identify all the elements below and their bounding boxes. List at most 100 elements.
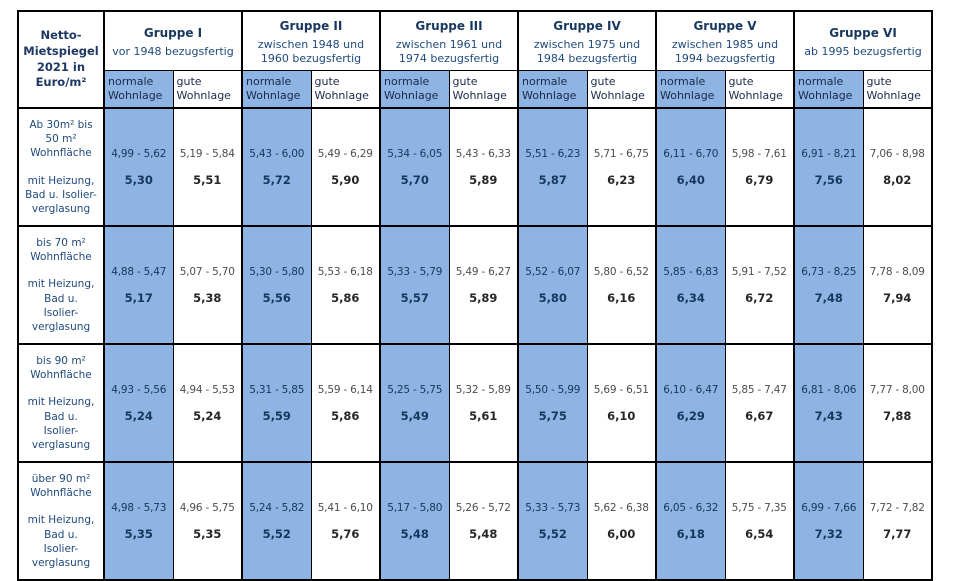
rent-cell: 5,24 - 5,82 5,52 <box>241 461 312 581</box>
rent-average: 5,89 <box>469 290 498 305</box>
rent-cell: 5,75 - 7,35 6,54 <box>724 461 795 581</box>
group-header-5: Gruppe V zwischen 1985 und 1994 bezugsfe… <box>655 10 795 71</box>
wohnlage-gute-header: gute Wohnlage <box>862 70 933 109</box>
rent-cell: 6,81 - 8,06 7,43 <box>793 343 864 463</box>
rent-cell: 5,53 - 6,18 5,86 <box>310 225 381 345</box>
group-name: Gruppe IV <box>553 18 621 33</box>
rent-average: 5,17 <box>124 290 153 305</box>
rent-range: 5,80 - 6,52 <box>593 265 649 278</box>
rent-cell: 6,91 - 8,21 7,56 <box>793 107 864 227</box>
rent-cell: 4,96 - 5,75 5,35 <box>172 461 243 581</box>
rent-average: 6,18 <box>676 526 705 541</box>
rent-cell: 6,11 - 6,70 6,40 <box>655 107 726 227</box>
rent-range: 5,49 - 6,27 <box>455 265 511 278</box>
rent-average: 6,72 <box>745 290 774 305</box>
rent-average: 5,86 <box>331 290 360 305</box>
rent-range: 5,91 - 7,52 <box>731 265 787 278</box>
rent-average: 5,52 <box>538 526 567 541</box>
rent-range: 6,05 - 6,32 <box>663 501 719 514</box>
rent-cell: 5,17 - 5,80 5,48 <box>379 461 450 581</box>
table-row-size-90: bis 90 m² Wohnfläche mit Heizung, Bad u.… <box>17 343 933 463</box>
rent-average: 5,38 <box>193 290 222 305</box>
rent-cell: 7,78 - 8,09 7,94 <box>862 225 933 345</box>
rent-cell: 5,43 - 6,00 5,72 <box>241 107 312 227</box>
rent-range: 5,98 - 7,61 <box>731 147 787 160</box>
group-header-2: Gruppe II zwischen 1948 und 1960 bezugsf… <box>241 10 381 71</box>
rent-range: 6,91 - 8,21 <box>801 147 857 160</box>
rent-range: 5,69 - 6,51 <box>593 383 649 396</box>
rent-cell: 5,69 - 6,51 6,10 <box>586 343 657 463</box>
rent-average: 5,52 <box>262 526 291 541</box>
group-header-1: Gruppe I vor 1948 bezugsfertig <box>103 10 243 71</box>
group-name: Gruppe I <box>143 25 203 40</box>
wohnlage-normale-header: normale Wohnlage <box>793 70 864 109</box>
table-row-size-over-90: über 90 m² Wohnfläche mit Heizung, Bad u… <box>17 461 933 581</box>
rent-cell: 4,98 - 5,73 5,35 <box>103 461 174 581</box>
rent-range: 5,62 - 6,38 <box>593 501 649 514</box>
rent-average: 6,16 <box>607 290 636 305</box>
rent-range: 5,49 - 6,29 <box>317 147 373 160</box>
group-name: Gruppe V <box>693 18 757 33</box>
rent-average: 5,49 <box>400 408 429 423</box>
group-name: Gruppe III <box>415 18 483 33</box>
rent-cell: 5,91 - 7,52 6,72 <box>724 225 795 345</box>
rent-range: 5,30 - 5,80 <box>249 265 305 278</box>
wohnlage-normale-header: normale Wohnlage <box>517 70 588 109</box>
rent-range: 5,25 - 5,75 <box>387 383 443 396</box>
rent-average: 6,79 <box>745 172 774 187</box>
rent-cell: 6,99 - 7,66 7,32 <box>793 461 864 581</box>
rent-average: 5,87 <box>538 172 567 187</box>
rent-average: 5,72 <box>262 172 291 187</box>
rent-range: 7,72 - 7,82 <box>869 501 925 514</box>
row-features-label: mit Heizung, Bad u. Isolier- verglasung <box>27 514 95 569</box>
rent-average: 7,43 <box>814 408 843 423</box>
rent-range: 5,07 - 5,70 <box>179 265 235 278</box>
rent-range: 6,81 - 8,06 <box>801 383 857 396</box>
rent-range: 4,96 - 5,75 <box>179 501 235 514</box>
group-period: zwischen 1948 und 1960 bezugsfertig <box>257 37 365 65</box>
rent-cell: 6,10 - 6,47 6,29 <box>655 343 726 463</box>
rent-average: 5,59 <box>262 408 291 423</box>
rent-average: 5,80 <box>538 290 567 305</box>
rent-range: 5,41 - 6,10 <box>317 501 373 514</box>
rent-average: 5,24 <box>124 408 153 423</box>
rent-cell: 5,85 - 7,47 6,67 <box>724 343 795 463</box>
row-size-label: bis 70 m² Wohnfläche <box>30 236 92 264</box>
row-label: über 90 m² Wohnfläche mit Heizung, Bad u… <box>17 461 105 581</box>
wohnlage-gute-header: gute Wohnlage <box>448 70 519 109</box>
group-header-4: Gruppe IV zwischen 1975 und 1984 bezugsf… <box>517 10 657 71</box>
group-period: zwischen 1985 und 1994 bezugsfertig <box>671 37 779 65</box>
rent-cell: 5,34 - 6,05 5,70 <box>379 107 450 227</box>
rent-cell: 5,49 - 6,27 5,89 <box>448 225 519 345</box>
rent-range: 5,53 - 6,18 <box>317 265 373 278</box>
rent-cell: 4,94 - 5,53 5,24 <box>172 343 243 463</box>
rent-cell: 6,05 - 6,32 6,18 <box>655 461 726 581</box>
wohnlage-gute-header: gute Wohnlage <box>310 70 381 109</box>
rent-average: 5,48 <box>400 526 429 541</box>
rent-cell: 4,99 - 5,62 5,30 <box>103 107 174 227</box>
rent-range: 5,85 - 6,83 <box>663 265 719 278</box>
rent-cell: 5,62 - 6,38 6,00 <box>586 461 657 581</box>
rent-cell: 5,51 - 6,23 5,87 <box>517 107 588 227</box>
rent-average: 7,56 <box>814 172 843 187</box>
rent-range: 7,06 - 8,98 <box>869 147 925 160</box>
rent-cell: 5,33 - 5,79 5,57 <box>379 225 450 345</box>
rent-average: 6,34 <box>676 290 705 305</box>
rent-average: 5,70 <box>400 172 429 187</box>
rent-cell: 7,77 - 8,00 7,88 <box>862 343 933 463</box>
rent-range: 5,33 - 5,79 <box>387 265 443 278</box>
group-header-6: Gruppe VI ab 1995 bezugsfertig <box>793 10 933 71</box>
wohnlage-normale-header: normale Wohnlage <box>241 70 312 109</box>
row-size-label: Ab 30m² bis 50 m² Wohnfläche <box>29 118 93 160</box>
group-period: vor 1948 bezugsfertig <box>112 44 234 58</box>
rent-cell: 5,41 - 6,10 5,76 <box>310 461 381 581</box>
rent-average: 6,23 <box>607 172 636 187</box>
row-label: bis 70 m² Wohnfläche mit Heizung, Bad u.… <box>17 225 105 345</box>
rent-cell: 5,49 - 6,29 5,90 <box>310 107 381 227</box>
rent-range: 5,17 - 5,80 <box>387 501 443 514</box>
rent-average: 5,30 <box>124 172 153 187</box>
group-header-row: Netto- Mietspiegel 2021 in Euro/m² Grupp… <box>17 10 933 109</box>
rent-cell: 5,07 - 5,70 5,38 <box>172 225 243 345</box>
rent-average: 7,94 <box>883 290 912 305</box>
rent-range: 5,34 - 6,05 <box>387 147 443 160</box>
